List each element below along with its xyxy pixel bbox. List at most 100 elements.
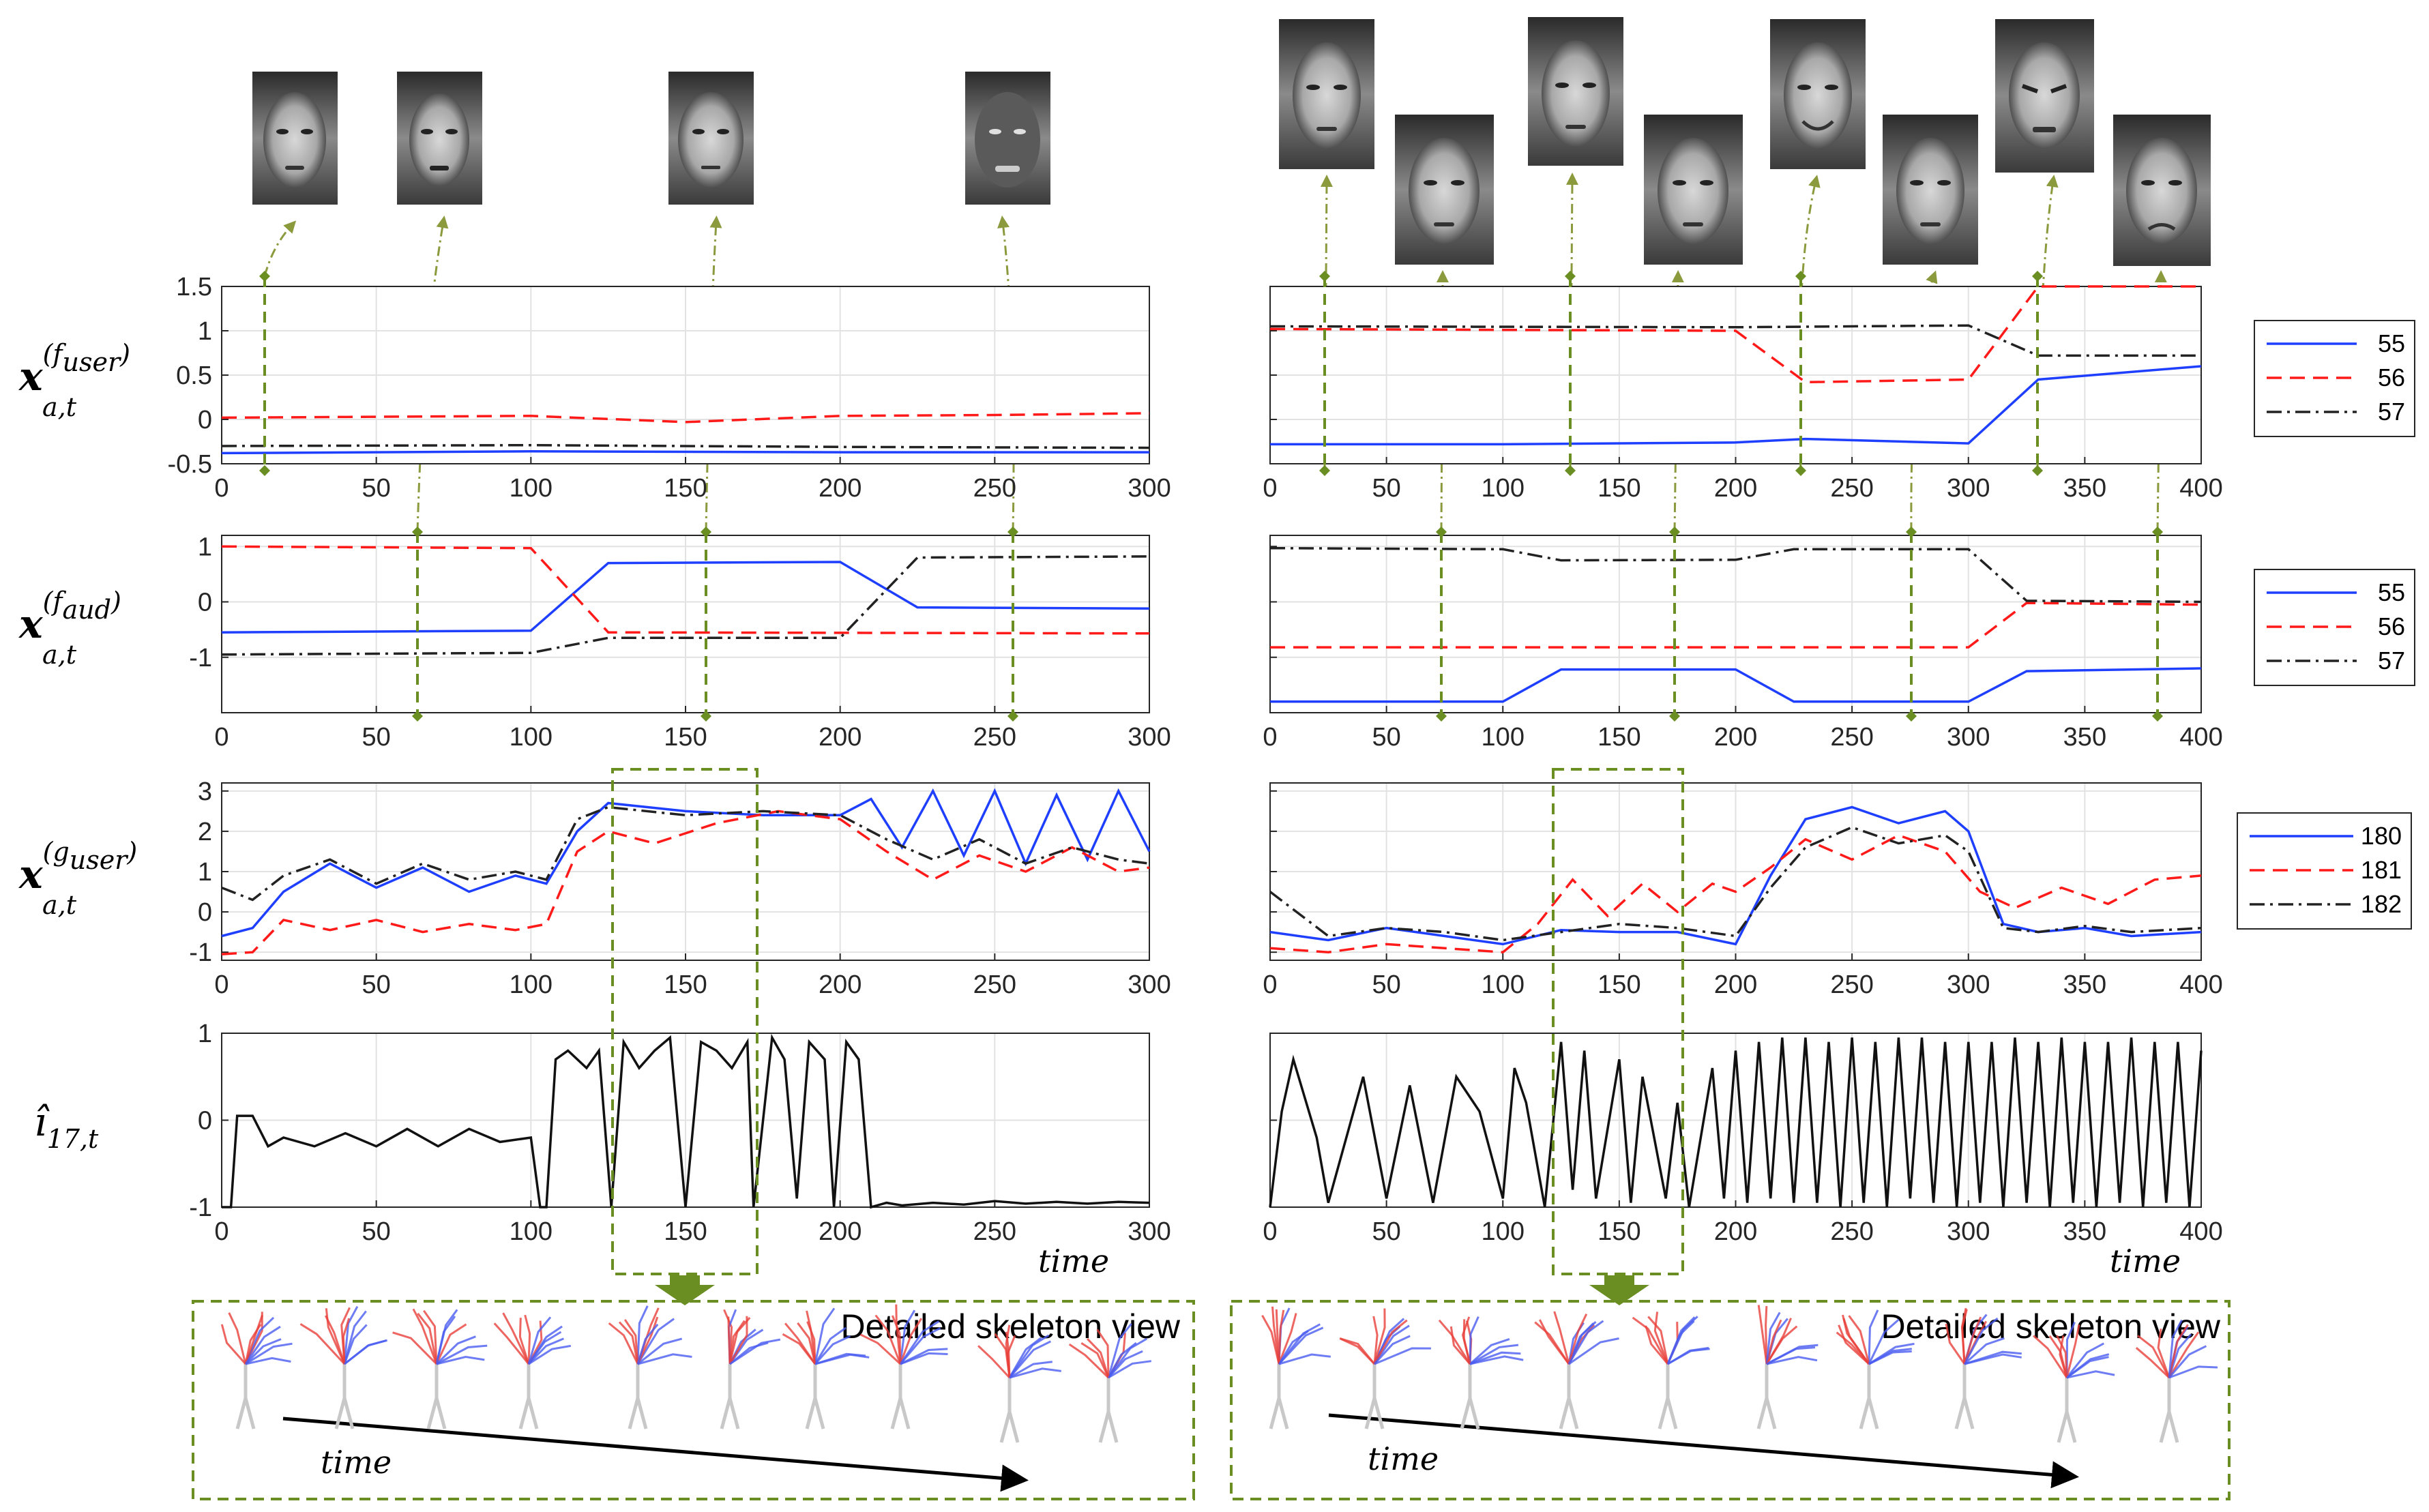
face-photo-icon xyxy=(1528,17,1623,166)
chart-panel-L2: 0 50 100 150 200 250 300 -1 0 1 xyxy=(189,533,1171,752)
x-tick-label: 0 xyxy=(214,474,229,503)
row-label-2-main: x xyxy=(18,601,44,647)
green-diamonds xyxy=(259,271,2163,722)
row-label-3-sup: (g xyxy=(43,837,70,867)
skeleton-poses-right xyxy=(1261,1305,2218,1443)
x-tick-label: 150 xyxy=(1598,723,1640,752)
marker-diamond xyxy=(1565,271,1576,282)
y-tick-label: 1 xyxy=(198,858,212,887)
y-tick-label: 1 xyxy=(198,1020,212,1048)
series-line-56 xyxy=(1270,602,2202,649)
legend-entry: 57 xyxy=(2378,398,2405,426)
skeleton-pose-icon xyxy=(720,1309,781,1429)
face-photo-icon xyxy=(1395,115,1494,265)
face-photo-icon xyxy=(2113,115,2211,266)
y-tick-label: 3 xyxy=(198,777,212,806)
x-tick-label: 250 xyxy=(973,723,1016,752)
x-tick-label: 400 xyxy=(2179,723,2222,752)
x-tick-label: 100 xyxy=(1482,474,1525,503)
skeleton-poses-left xyxy=(220,1304,1151,1443)
skeleton-pose-icon xyxy=(2033,1322,2115,1443)
svg-text:x(faud): x(faud) xyxy=(18,587,121,647)
skeleton-pose-icon xyxy=(220,1311,293,1429)
series-line-55 xyxy=(221,561,1150,634)
plot-frame xyxy=(221,782,1150,961)
chart-panel-R4: 0 50 100 150 200 250 300 350 400 xyxy=(1263,1033,2223,1246)
y-tick-label: 0.5 xyxy=(176,361,212,390)
series-line-181 xyxy=(1269,833,2202,953)
legend-entry: 181 xyxy=(2361,856,2402,884)
plot-frame xyxy=(221,286,1150,464)
y-tick-label: 1.5 xyxy=(176,273,212,301)
marker-diamond xyxy=(1007,711,1018,722)
chart-panel-R2: 0 50 100 150 200 250 300 350 400 55 56 57 xyxy=(1263,535,2415,752)
marker-diamond xyxy=(1795,465,1806,476)
x-tick-label: 50 xyxy=(1372,474,1400,503)
x-tick-label: 200 xyxy=(819,474,862,503)
face-photo-icon xyxy=(1883,115,1978,265)
down-arrow-icon xyxy=(655,1275,715,1305)
marker-diamond xyxy=(701,527,711,537)
y-tick-label: -1 xyxy=(189,1194,212,1222)
green-markers xyxy=(263,276,2159,716)
x-tick-label: 400 xyxy=(2179,1217,2222,1246)
marker-diamond xyxy=(1906,711,1917,722)
marker-diamond xyxy=(2032,465,2043,476)
face-arrow xyxy=(2036,175,2059,471)
faces-right xyxy=(1279,17,2211,266)
x-tick-label: 250 xyxy=(973,970,1016,999)
face-photo-icon xyxy=(397,72,482,205)
series-line-î17,t xyxy=(222,1033,1150,1209)
plot-frame xyxy=(1269,535,2202,713)
row-label-2: x(faud) a,t xyxy=(18,587,121,670)
plot-frame xyxy=(1269,782,2202,961)
y-tick-label: -1 xyxy=(189,644,212,672)
series-line-57 xyxy=(1269,546,2202,604)
series-line-57 xyxy=(221,443,1150,449)
marker-diamond xyxy=(1007,527,1018,537)
x-tick-label: 150 xyxy=(1598,474,1640,503)
legend-entry: 182 xyxy=(2361,890,2402,918)
legend-entry: 57 xyxy=(2378,647,2405,675)
x-tick-label: 250 xyxy=(1830,723,1873,752)
legend-R2: 55 56 57 xyxy=(2254,569,2415,686)
skeleton-pose-icon xyxy=(299,1305,388,1429)
skeleton-time-label-right: time xyxy=(1368,1440,1439,1477)
row-label-2-sub: a,t xyxy=(42,640,77,670)
row-label-3: x(guser) a,t xyxy=(18,837,137,920)
row-label-1-sub: a,t xyxy=(42,392,77,422)
x-tick-label: 350 xyxy=(2063,474,2106,503)
y-tick-label: -0.5 xyxy=(168,450,212,479)
skeleton-title-right: Detailed skeleton view xyxy=(1881,1307,2221,1346)
series-line-55 xyxy=(1270,365,2202,446)
x-tick-label: 50 xyxy=(362,723,391,752)
y-tick-label: 0 xyxy=(198,1107,212,1136)
plot-frame xyxy=(1269,1033,2202,1208)
skeleton-pose-icon xyxy=(1339,1308,1431,1429)
x-tick-label: 250 xyxy=(1830,474,1873,503)
series-line-180 xyxy=(1269,805,2202,946)
x-tick-label: 350 xyxy=(2063,970,2106,999)
x-tick-label: 250 xyxy=(973,474,1016,503)
marker-diamond xyxy=(412,711,423,722)
skeleton-pose-icon xyxy=(859,1304,948,1429)
legend-entry: 56 xyxy=(2378,364,2405,391)
x-tick-label: 100 xyxy=(510,970,553,999)
x-tick-label: 200 xyxy=(1714,474,1757,503)
x-tick-label: 50 xyxy=(362,474,391,503)
skeleton-panel-left: Detailed skeleton view time xyxy=(192,1300,1195,1500)
x-tick-label: 100 xyxy=(1482,723,1525,752)
x-tick-label: 150 xyxy=(664,1217,707,1246)
marker-diamond xyxy=(1669,711,1680,722)
face-arrow xyxy=(1798,175,1821,471)
y-tick-label: 0 xyxy=(198,589,212,617)
x-tick-label: 50 xyxy=(1372,970,1400,999)
faces-left xyxy=(252,72,1050,205)
x-tick-label: 300 xyxy=(1128,970,1171,999)
skeleton-time-label-left: time xyxy=(321,1444,392,1481)
marker-diamond xyxy=(259,271,270,282)
x-tick-label: 400 xyxy=(2179,474,2222,503)
face-photo-icon xyxy=(965,72,1050,205)
